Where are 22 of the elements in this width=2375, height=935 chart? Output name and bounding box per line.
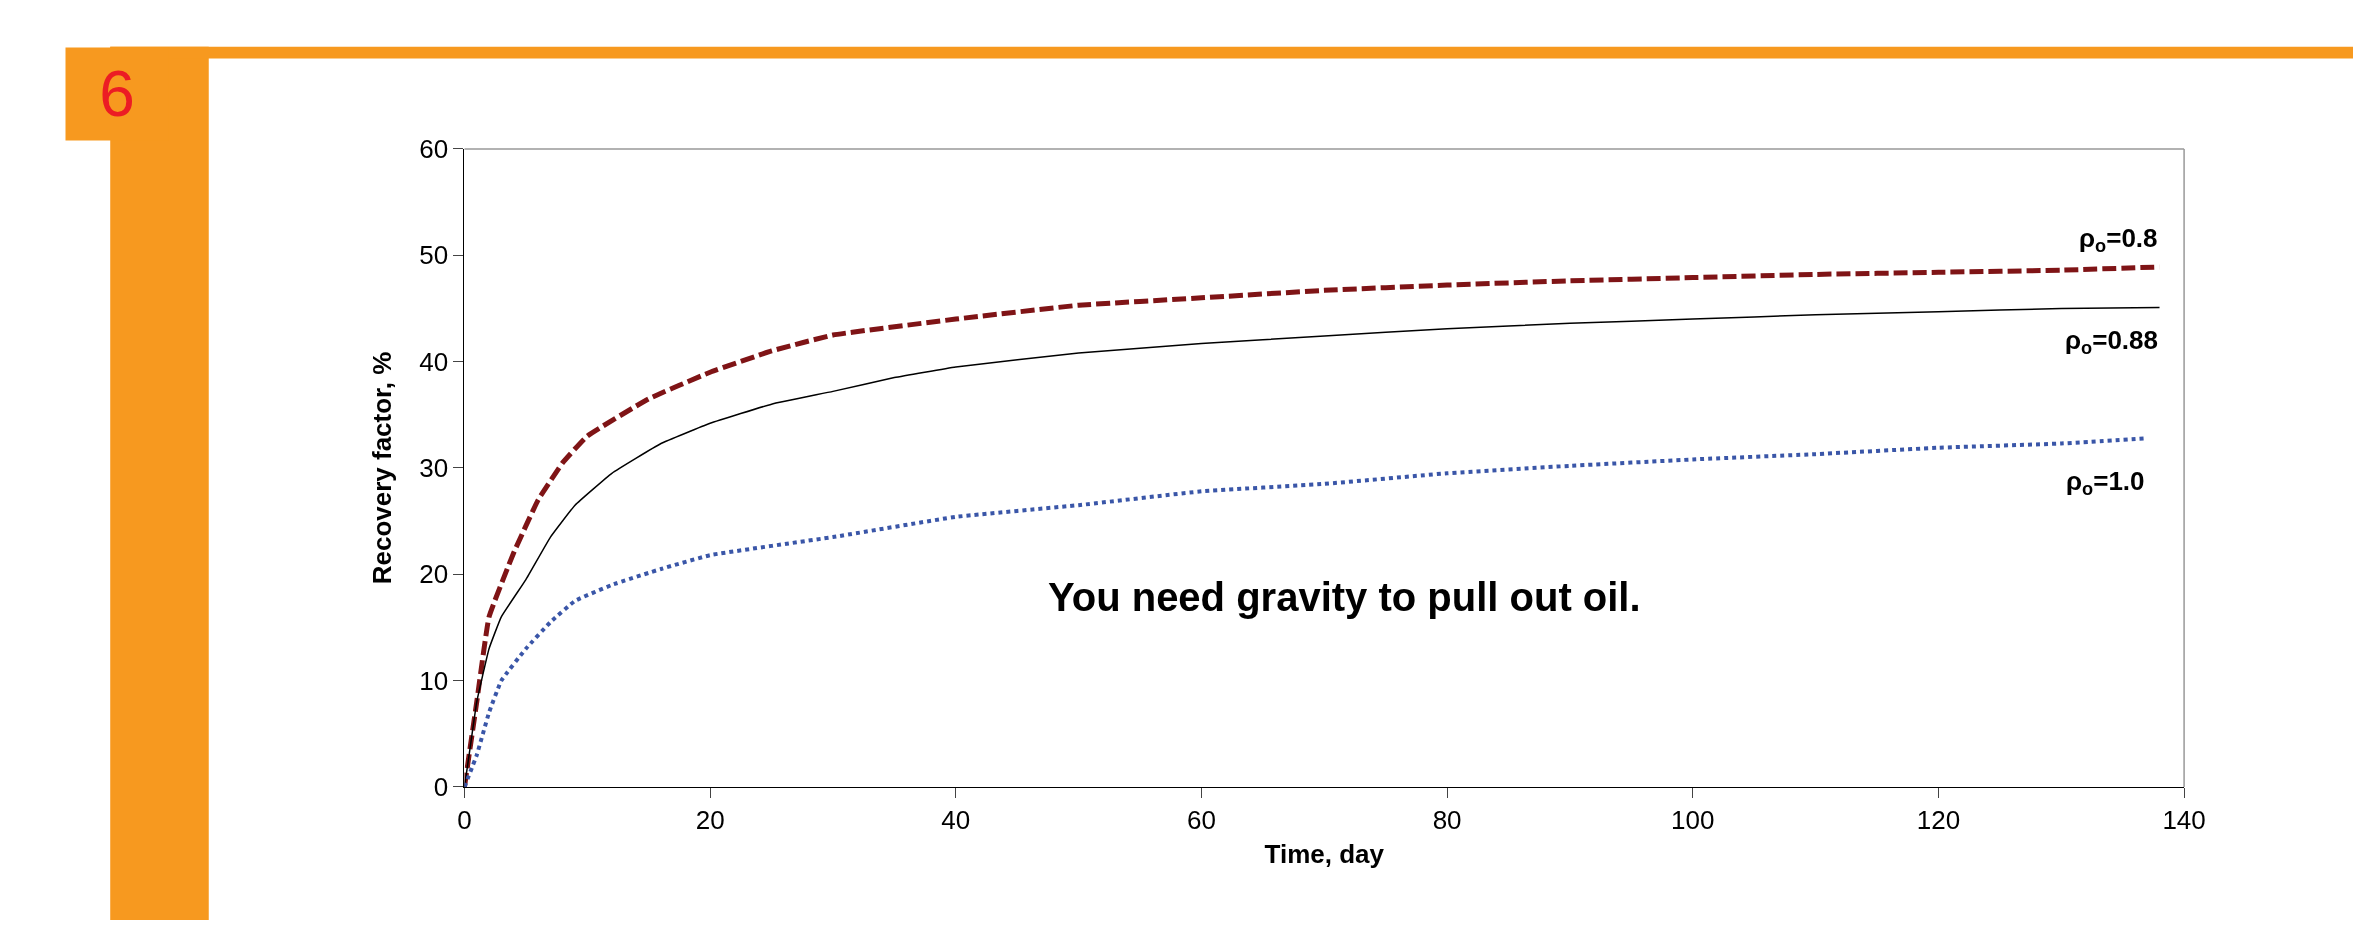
y-tick-label: 10 (419, 665, 449, 696)
x-tick-label: 40 (941, 805, 971, 836)
y-tick-label: 60 (419, 134, 449, 165)
x-tick-label: 100 (1671, 805, 1715, 836)
x-axis-title: Time, day (1264, 838, 1385, 869)
y-axis-title: Recovery factor, % (366, 351, 397, 585)
y-tick-label: 40 (419, 346, 449, 377)
series-label: ρ$_{o}$=0.8 (2079, 223, 2158, 257)
series-label: ρ$_{o}$=1.0 (2066, 466, 2145, 500)
y-tick-label: 0 (433, 772, 449, 803)
x-tick-label: 80 (1432, 805, 1462, 836)
x-tick-label: 120 (1916, 805, 1961, 836)
x-tick-label: 0 (457, 805, 472, 836)
x-tick-label: 20 (695, 805, 725, 836)
x-tick-label: 60 (1186, 805, 1216, 836)
text: 6 (99, 58, 135, 130)
x-tick-label: 140 (2162, 805, 2206, 836)
y-tick-label: 20 (419, 559, 449, 590)
y-tick-label: 30 (419, 453, 449, 484)
series-label: ρ$_{o}$=0.88 (2065, 325, 2159, 359)
annotation: You need gravity to pull out oil. (1048, 575, 1641, 619)
y-tick-label: 50 (419, 240, 449, 271)
